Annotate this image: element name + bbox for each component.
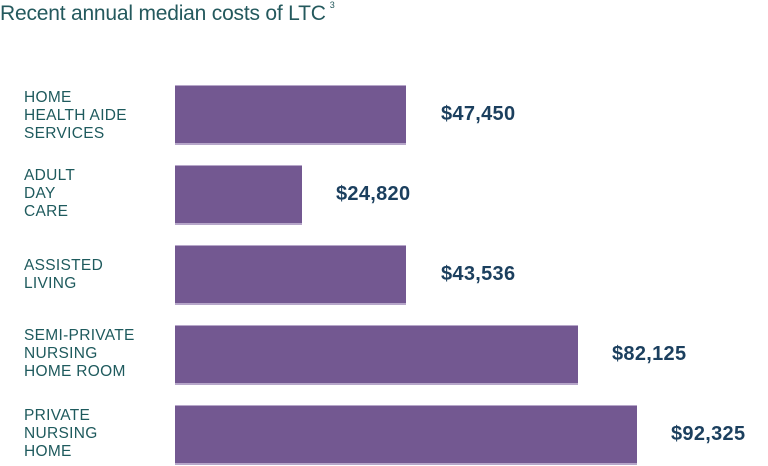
bar-row-home-health-aide: HOME HEALTH AIDE SERVICES $47,450 [0,85,768,145]
bar-row-adult-day-care: ADULT DAY CARE $24,820 [0,165,768,225]
chart-title-text: Recent annual median costs of LTC [0,2,326,25]
bar-label: SEMI-PRIVATE NURSING HOME ROOM [24,327,135,380]
bar-assisted-living [175,245,406,305]
value-label: $43,536 [441,263,516,285]
value-label: $92,325 [671,423,746,445]
bar-semi-private-nursing [175,325,578,385]
value-label: $24,820 [336,183,411,205]
bar-label: ADULT DAY CARE [24,167,76,220]
bar-label: HOME HEALTH AIDE SERVICES [24,89,127,142]
bar-label: ASSISTED LIVING [24,257,104,292]
value-label: $47,450 [441,103,516,125]
bar-row-private-nursing: PRIVATE NURSING HOME $92,325 [0,405,768,465]
footnote-marker: 3 [329,0,335,10]
bar-row-assisted-living: ASSISTED LIVING $43,536 [0,245,768,305]
bar-row-semi-private-nursing: SEMI-PRIVATE NURSING HOME ROOM $82,125 [0,325,768,385]
bar-adult-day-care [175,165,302,225]
chart-title: Recent annual median costs of LTC 3 [0,0,335,26]
bar-home-health-aide [175,85,406,145]
value-label: $82,125 [612,343,687,365]
bar-label: PRIVATE NURSING HOME [24,407,98,460]
bar-private-nursing [175,405,637,465]
